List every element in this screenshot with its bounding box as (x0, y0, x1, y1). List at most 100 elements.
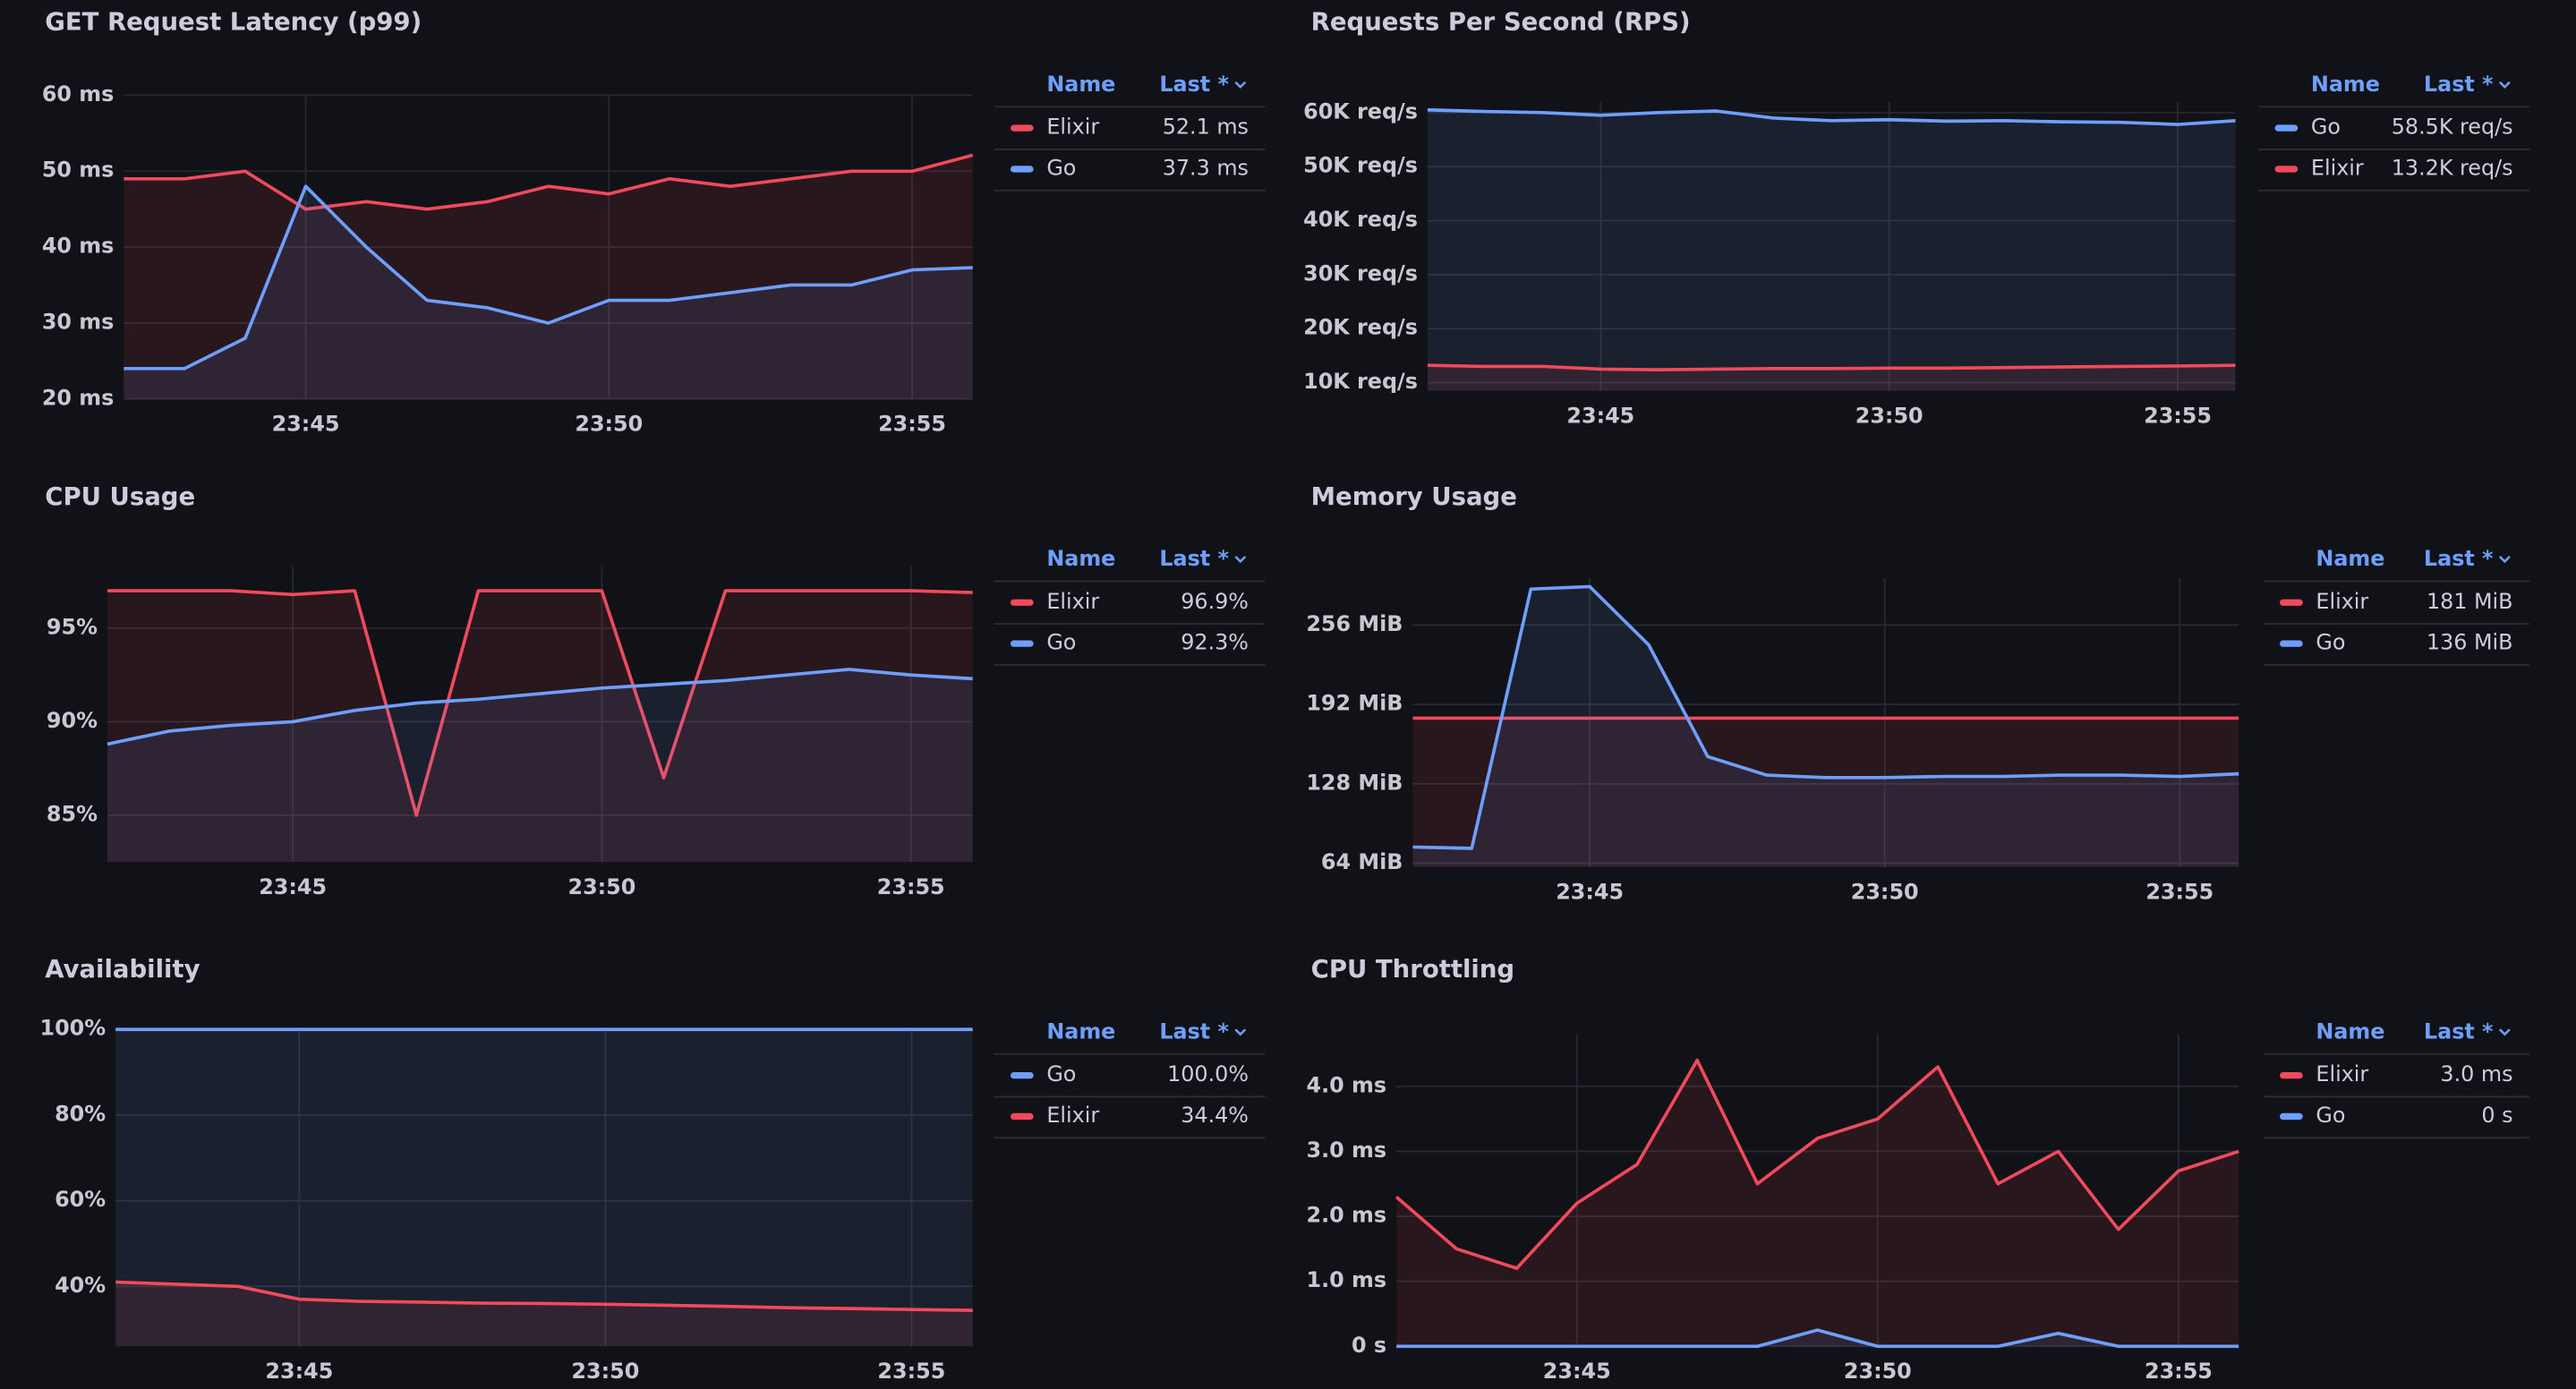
chart-title: GET Request Latency (p99) (45, 8, 422, 37)
y-tick-label: 10K req/s (1303, 369, 1418, 394)
chart-title: Availability (45, 955, 200, 984)
series-area (1396, 1060, 2239, 1347)
x-tick-label: 23:50 (1851, 879, 1919, 904)
series-line (1427, 107, 2236, 126)
legend-header-name: Name (2316, 1018, 2384, 1044)
y-tick-label: 256 MiB (1306, 611, 1403, 636)
legend-name: Go (2316, 1103, 2345, 1128)
chart-title: Requests Per Second (RPS) (1311, 8, 1691, 37)
y-tick-label: 64 MiB (1321, 849, 1403, 874)
y-tick-label: 40% (55, 1273, 106, 1298)
series-area (115, 1029, 973, 1347)
y-tick-label: 40K req/s (1303, 207, 1418, 232)
legend-last: 136 MiB (2427, 630, 2513, 655)
y-tick-label: 60 ms (42, 81, 114, 107)
legend-name: Elixir (1046, 1103, 1099, 1128)
sort-caret (1234, 1028, 1247, 1036)
legend-header-last: Last * (2424, 1018, 2494, 1044)
legend-swatch (2280, 640, 2303, 647)
y-tick-label: 40 ms (42, 234, 114, 259)
x-tick-label: 23:50 (575, 412, 643, 437)
legend-name: Elixir (2316, 1061, 2368, 1086)
series-line (1395, 1058, 2239, 1270)
y-tick-label: 128 MiB (1306, 770, 1403, 795)
series-line (124, 184, 973, 371)
y-tick-label: 1.0 ms (1307, 1267, 1387, 1292)
y-tick-label: 80% (55, 1101, 106, 1126)
series-area (107, 591, 973, 863)
legend-name: Go (2311, 115, 2341, 140)
legend-name: Go (2316, 630, 2345, 655)
series-area (1412, 718, 2239, 867)
series-area (1427, 365, 2236, 391)
legend-last: 3.0 ms (2440, 1061, 2512, 1086)
legend-last: 0 s (2481, 1103, 2512, 1128)
legend-name: Go (1046, 155, 1076, 180)
legend-name: Go (1046, 630, 1076, 655)
legend-header-last: Last * (1159, 546, 1229, 571)
series-line (107, 668, 973, 746)
y-tick-label: 85% (47, 801, 98, 826)
y-tick-label: 60% (55, 1187, 106, 1212)
series-area (115, 1282, 973, 1347)
legend-name: Elixir (2316, 589, 2368, 614)
x-tick-label: 23:50 (1855, 403, 1923, 428)
legend-swatch (1010, 124, 1034, 132)
legend-name: Go (1046, 1061, 1076, 1086)
legend-last: 37.3 ms (1163, 155, 1249, 180)
chart-title: CPU Usage (45, 482, 195, 511)
series-line (1427, 363, 2236, 371)
legend-last: 34.4% (1181, 1103, 1249, 1128)
legend-swatch (1010, 166, 1034, 173)
series-line (1396, 1328, 2239, 1349)
series-area (1427, 109, 2236, 391)
legend-header-name: Name (2311, 72, 2380, 97)
y-tick-label: 50 ms (42, 158, 114, 183)
legend-swatch (2280, 599, 2303, 606)
y-tick-label: 30 ms (42, 309, 114, 334)
series-area (124, 186, 973, 399)
legend-last: 100.0% (1167, 1061, 1249, 1086)
y-tick-label: 60K req/s (1303, 98, 1418, 124)
legend-header-last: Last * (1159, 1018, 1229, 1044)
y-tick-label: 30K req/s (1303, 260, 1418, 285)
y-tick-label: 20K req/s (1303, 315, 1418, 340)
series-line (1412, 584, 2239, 850)
legend-last: 52.1 ms (1163, 115, 1249, 140)
series-area (1412, 586, 2239, 867)
x-tick-label: 23:45 (1566, 403, 1634, 428)
x-tick-label: 23:55 (877, 874, 945, 899)
legend-header-name: Name (2316, 546, 2384, 571)
y-tick-label: 90% (47, 708, 98, 733)
series-area (1396, 1330, 2239, 1347)
y-tick-label: 20 ms (42, 385, 114, 410)
legend-last: 92.3% (1181, 630, 1249, 655)
legend-swatch (2274, 166, 2299, 173)
legend-swatch (1010, 1071, 1034, 1079)
x-tick-label: 23:55 (878, 412, 946, 437)
x-tick-label: 23:45 (272, 412, 340, 437)
y-tick-label: 100% (40, 1016, 107, 1041)
series-line (107, 589, 973, 817)
chart-title: Memory Usage (1311, 482, 1517, 511)
y-tick-label: 95% (47, 614, 98, 639)
legend-header-last: Last * (1159, 72, 1229, 97)
legend-swatch (2280, 1112, 2303, 1121)
y-tick-label: 4.0 ms (1307, 1072, 1387, 1097)
legend-header-name: Name (1046, 1018, 1115, 1044)
sort-caret (2498, 81, 2511, 89)
legend-last: 181 MiB (2427, 589, 2513, 614)
sort-caret (2498, 1028, 2511, 1036)
legend-last: 58.5K req/s (2392, 115, 2513, 140)
sort-caret (2498, 555, 2511, 564)
x-tick-label: 23:45 (265, 1359, 333, 1384)
legend-last: 96.9% (1181, 589, 1249, 614)
sort-caret (1234, 555, 1247, 564)
legend-swatch (2274, 124, 2299, 132)
series-line (115, 1280, 973, 1312)
legend-name: Elixir (2311, 155, 2364, 180)
x-tick-label: 23:45 (1543, 1359, 1611, 1384)
y-tick-label: 2.0 ms (1307, 1203, 1387, 1228)
legend-header-last: Last * (2424, 546, 2494, 571)
